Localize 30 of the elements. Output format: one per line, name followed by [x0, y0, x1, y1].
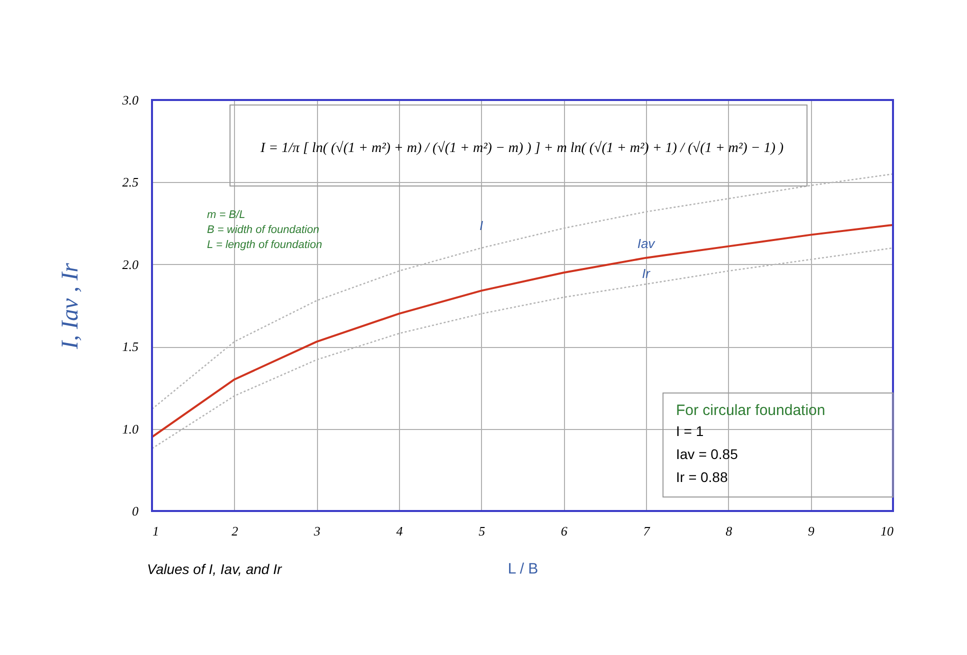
annotation: L = length of foundation: [207, 239, 322, 251]
y-tick-label: 1.5: [122, 339, 139, 354]
series-label: Ir: [642, 266, 651, 282]
x-tick-label: 1: [152, 524, 159, 538]
x-tick-label: 3: [312, 524, 321, 538]
annotation: Iav = 0.85: [676, 446, 738, 462]
annotation: For circular foundation: [676, 402, 826, 419]
series-label: I: [480, 218, 484, 233]
annotation: B = width of foundation: [207, 224, 320, 236]
annotation: I = 1/π [ ln( (√(1 + m²) + m) / (√(1 + m²) − m) ) ] + m ln( (√(1 + m²) + 1) / (√(1 + m²) − 1) ): [259, 140, 784, 156]
y-tick-label: 2.0: [122, 256, 139, 272]
x-tick-label: 2: [232, 524, 239, 538]
annotation: I = 1: [676, 423, 704, 439]
x-tick-label: 5: [478, 524, 486, 538]
annotation: Ir = 0.88: [676, 469, 728, 485]
text: Values of I, Iav, and Ir: [147, 561, 283, 577]
annotation: m = B/L: [207, 209, 246, 221]
x-tick-label: 7: [643, 524, 650, 538]
series-label: Iav: [637, 236, 656, 251]
y-axis-title: I, Iav , Ir: [57, 262, 84, 350]
y-tick-label: 3.0: [121, 92, 139, 108]
y-tick-label: 2.5: [122, 174, 139, 190]
y-tick-label: 1.0: [122, 421, 139, 436]
x-tick-label: 10: [880, 524, 894, 538]
x-tick-label: 9: [808, 524, 815, 538]
x-tick-label: 4: [396, 524, 404, 538]
x-axis-title: L / B: [508, 560, 538, 578]
x-tick-label: 6: [560, 524, 568, 538]
x-tick-label: 8: [726, 524, 733, 538]
y-tick-label: 0: [132, 504, 139, 518]
